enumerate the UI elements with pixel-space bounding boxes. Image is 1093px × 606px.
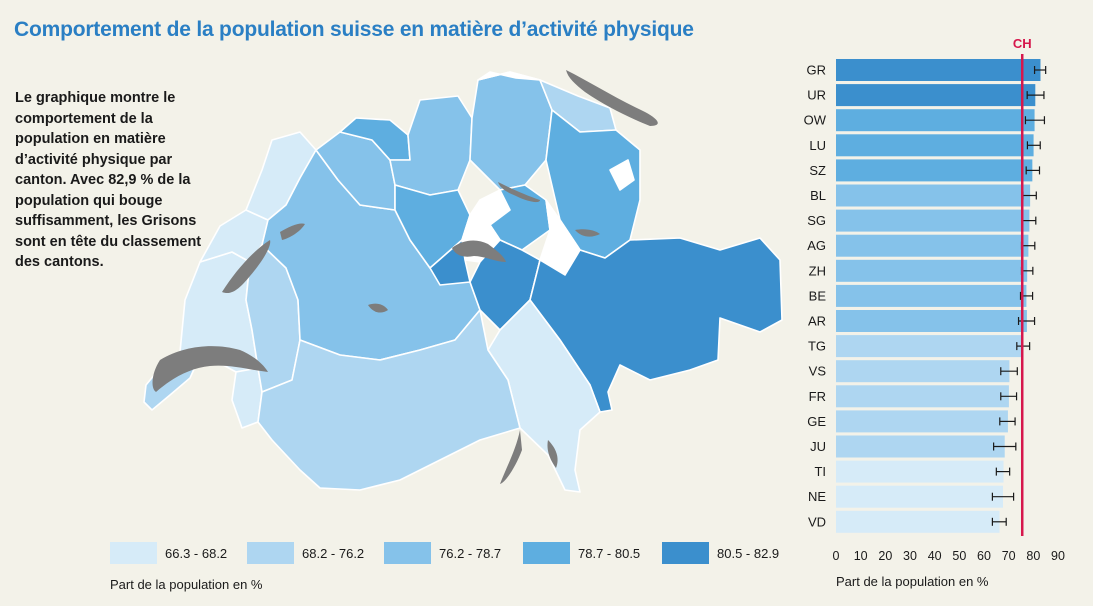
- category-label-zh: ZH: [809, 263, 826, 278]
- lake-neuchatel: [222, 240, 271, 294]
- bar-chart-x-label: Part de la population en %: [836, 574, 989, 589]
- x-tick-90: 90: [1051, 549, 1065, 563]
- bar-vd: [836, 510, 1000, 533]
- bar-sz: [836, 159, 1033, 182]
- legend-label-1: 66.3 - 68.2: [165, 545, 228, 561]
- legend-swatch-2: [247, 542, 294, 564]
- lake-constance: [566, 70, 658, 126]
- bar-ti: [836, 460, 1004, 483]
- category-label-ju: JU: [810, 439, 826, 454]
- legend-label-2: 68.2 - 76.2: [302, 545, 365, 561]
- bar-ju: [836, 435, 1005, 458]
- bar-ur: [836, 84, 1036, 107]
- lake-maggiore: [500, 430, 522, 484]
- bar-ge: [836, 410, 1008, 433]
- canton-ai: [609, 159, 635, 191]
- legend-swatch-1: [110, 542, 157, 564]
- intro-text: Le graphique montre le comportement de l…: [15, 88, 220, 273]
- category-label-be: BE: [809, 288, 827, 303]
- bar-bl: [836, 184, 1031, 207]
- bar-zh: [836, 259, 1028, 282]
- canton-zh: [469, 71, 553, 191]
- category-label-ne: NE: [808, 489, 826, 504]
- lake-geneva: [152, 346, 268, 392]
- legend-item-1: 66.3 - 68.2: [110, 542, 227, 564]
- category-label-ti: TI: [814, 464, 826, 479]
- bar-vs: [836, 360, 1010, 383]
- category-label-ge: GE: [807, 414, 826, 429]
- category-label-ar: AR: [808, 314, 826, 329]
- category-label-ur: UR: [807, 88, 826, 103]
- legend-swatch-4: [523, 542, 570, 564]
- lake-lugano: [547, 440, 558, 468]
- bar-tg: [836, 335, 1024, 358]
- lake-walen: [575, 229, 600, 237]
- canton-vd-2: [231, 367, 263, 429]
- category-label-sg: SG: [807, 213, 826, 228]
- bar-fr: [836, 385, 1009, 408]
- category-label-sz: SZ: [809, 163, 826, 178]
- page-title: Comportement de la population suisse en …: [14, 18, 694, 41]
- category-label-bl: BL: [810, 188, 826, 203]
- lake-thun: [368, 303, 388, 313]
- bar-ow: [836, 109, 1035, 132]
- canton-vs: [257, 309, 521, 491]
- category-label-fr: FR: [809, 389, 826, 404]
- bar-ar: [836, 310, 1027, 332]
- reference-label-ch: CH: [1013, 36, 1032, 51]
- lake-biel: [280, 223, 305, 240]
- legend-item-2: 68.2 - 76.2: [247, 542, 364, 564]
- category-label-tg: TG: [808, 339, 826, 354]
- x-tick-80: 80: [1026, 549, 1040, 563]
- bar-chart: GR UR OW LU SZ BL SG AG ZH BE AR TG VS FR GE JU TI NE VD CH…: [804, 36, 1065, 563]
- x-tick-0: 0: [833, 549, 840, 563]
- lake-lucerne: [452, 240, 506, 262]
- switzerland-canton-map: [143, 70, 783, 493]
- x-tick-10: 10: [854, 549, 868, 563]
- bar-ag: [836, 234, 1029, 257]
- lake-zurich: [498, 182, 540, 203]
- bar-be: [836, 284, 1027, 307]
- legend-item-3: 76.2 - 78.7: [384, 542, 501, 564]
- bar-ne: [836, 485, 1003, 508]
- category-label-vs: VS: [809, 364, 827, 379]
- x-tick-50: 50: [952, 549, 966, 563]
- x-tick-70: 70: [1002, 549, 1016, 563]
- map-legend-caption: Part de la population en %: [110, 577, 263, 592]
- legend-swatch-3: [384, 542, 431, 564]
- bar-sg: [836, 209, 1030, 232]
- legend-label-4: 78.7 - 80.5: [578, 545, 641, 561]
- x-tick-30: 30: [903, 549, 917, 563]
- category-label-vd: VD: [808, 514, 826, 529]
- legend-swatch-5: [662, 542, 709, 564]
- x-tick-20: 20: [878, 549, 892, 563]
- x-tick-60: 60: [977, 549, 991, 563]
- category-label-lu: LU: [809, 138, 826, 153]
- category-label-ag: AG: [807, 238, 826, 253]
- category-label-ow: OW: [804, 113, 827, 128]
- x-tick-40: 40: [928, 549, 942, 563]
- canton-sh: [477, 71, 541, 81]
- legend-item-4: 78.7 - 80.5: [523, 542, 640, 564]
- legend-item-5: 80.5 - 82.9: [662, 542, 779, 564]
- bar-lu: [836, 134, 1034, 157]
- legend-label-5: 80.5 - 82.9: [717, 545, 780, 561]
- bar-gr: [836, 59, 1041, 81]
- intro-paragraph: Le graphique montre le comportement de l…: [15, 90, 202, 270]
- legend-label-3: 76.2 - 78.7: [439, 545, 502, 561]
- category-label-gr: GR: [807, 63, 827, 78]
